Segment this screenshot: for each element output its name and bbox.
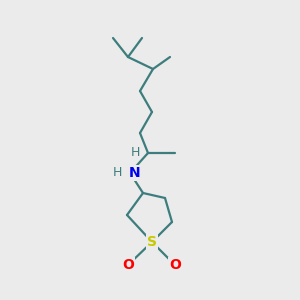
Text: H: H <box>112 167 122 179</box>
Text: H: H <box>130 146 140 160</box>
Text: O: O <box>122 258 134 272</box>
Text: N: N <box>129 166 141 180</box>
Text: O: O <box>169 258 181 272</box>
Text: S: S <box>147 235 157 249</box>
